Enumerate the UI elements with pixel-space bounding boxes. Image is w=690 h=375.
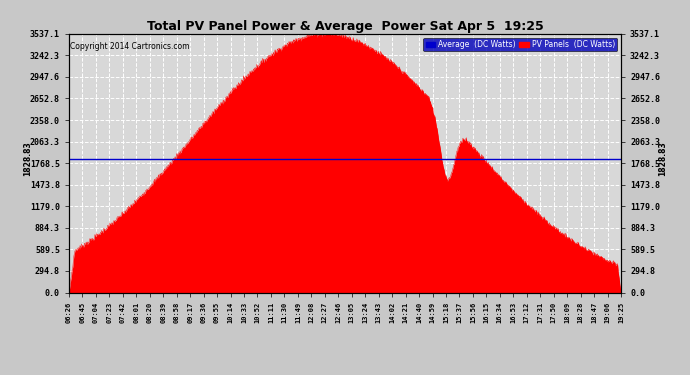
Text: 1828.83: 1828.83 bbox=[658, 141, 667, 176]
Text: 1828.83: 1828.83 bbox=[23, 141, 32, 176]
Title: Total PV Panel Power & Average  Power Sat Apr 5  19:25: Total PV Panel Power & Average Power Sat… bbox=[146, 20, 544, 33]
Legend: Average  (DC Watts), PV Panels  (DC Watts): Average (DC Watts), PV Panels (DC Watts) bbox=[424, 38, 617, 51]
Text: Copyright 2014 Cartronics.com: Copyright 2014 Cartronics.com bbox=[70, 42, 190, 51]
